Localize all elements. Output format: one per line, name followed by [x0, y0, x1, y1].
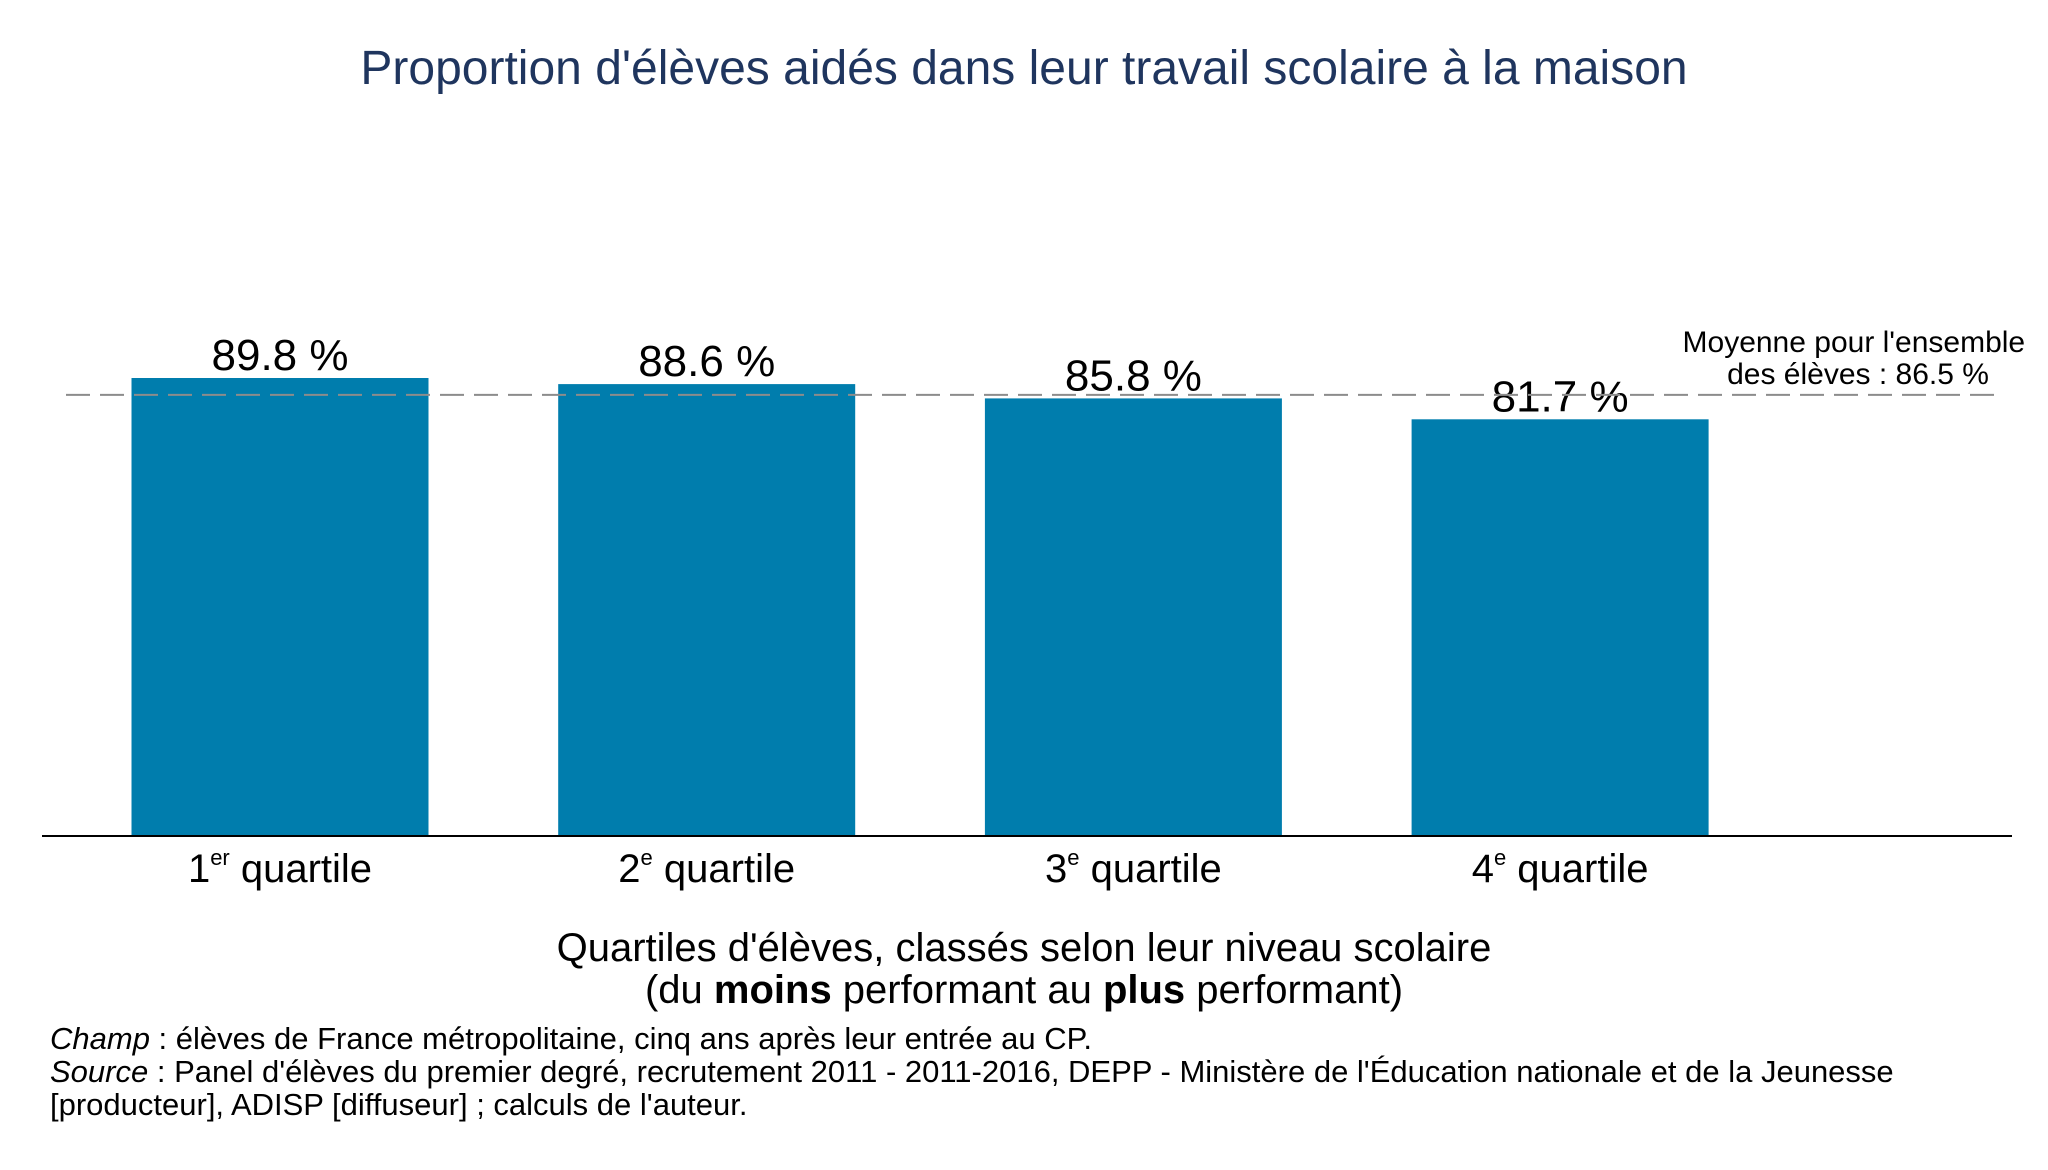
x-axis-label-bold-plus: plus	[1103, 968, 1185, 1012]
x-tick-label: 3e quartile	[1045, 845, 1222, 891]
footnote-source: Source : Panel d'élèves du premier degré…	[50, 1055, 2030, 1088]
x-tick-label: 4e quartile	[1472, 845, 1649, 891]
average-annotation-line2: des élèves : 86.5 %	[1727, 358, 1989, 391]
footnote-source-text: : Panel d'élèves du premier degré, recru…	[148, 1054, 1894, 1089]
x-tick-label: 2e quartile	[618, 845, 795, 891]
bar-quartile-4	[1411, 419, 1709, 836]
bars-group: 89.8 % 88.6 % 85.8 % 81.7 %	[131, 331, 1709, 836]
x-tick-word: quartile	[1506, 847, 1648, 891]
x-axis-label-line1: Quartiles d'élèves, classés selon leur n…	[557, 926, 1492, 970]
bar-value-label: 89.8 %	[212, 331, 349, 380]
x-tick-number: 2	[618, 847, 640, 891]
x-tick-number: 4	[1472, 847, 1494, 891]
x-axis-label-bold-moins: moins	[714, 968, 832, 1012]
average-annotation: Moyenne pour l'ensemble des élèves : 86.…	[1683, 326, 2034, 391]
x-tick-superscript: e	[1494, 845, 1506, 870]
footnote-champ-label: Champ	[50, 1021, 150, 1056]
x-axis-label-text: performant au	[832, 968, 1103, 1012]
x-tick-number: 1	[188, 847, 210, 891]
footnote-source-text-line2: [producteur], ADISP [diffuseur] ; calcul…	[50, 1087, 748, 1122]
x-axis-label-line2: (du moins performant au plus performant)	[645, 968, 1403, 1012]
bar-value-label: 81.7 %	[1492, 372, 1629, 421]
bar-quartile-1	[131, 378, 429, 836]
x-tick-superscript: e	[641, 845, 653, 870]
bar-value-label: 88.6 %	[638, 337, 775, 386]
x-tick-word: quartile	[653, 847, 795, 891]
x-tick-superscript: e	[1067, 845, 1079, 870]
footnote-source-label: Source	[50, 1054, 149, 1089]
x-tick-number: 3	[1045, 847, 1067, 891]
x-tick-word: quartile	[230, 847, 372, 891]
x-tick-labels: 1er quartile 2e quartile 3e quartile 4e qua…	[188, 845, 1649, 891]
bar-quartile-2	[558, 384, 856, 836]
x-tick-word: quartile	[1079, 847, 1221, 891]
x-axis-label-text: (du	[645, 968, 714, 1012]
chart-footnotes: Champ : élèves de France métropolitaine,…	[50, 1022, 2030, 1121]
x-tick-label: 1er quartile	[188, 845, 372, 891]
footnote-source-continued: [producteur], ADISP [diffuseur] ; calcul…	[50, 1088, 2030, 1121]
bar-quartile-3	[984, 398, 1282, 836]
footnote-champ-text: : élèves de France métropolitaine, cinq …	[149, 1021, 1092, 1056]
chart-title: Proportion d'élèves aidés dans leur trav…	[360, 42, 1687, 95]
average-annotation-line1: Moyenne pour l'ensemble	[1683, 326, 2026, 359]
footnote-champ: Champ : élèves de France métropolitaine,…	[50, 1022, 2030, 1055]
x-axis-label-text: performant)	[1185, 968, 1403, 1012]
bar-value-label: 85.8 %	[1065, 351, 1202, 400]
x-tick-superscript: er	[210, 845, 230, 870]
